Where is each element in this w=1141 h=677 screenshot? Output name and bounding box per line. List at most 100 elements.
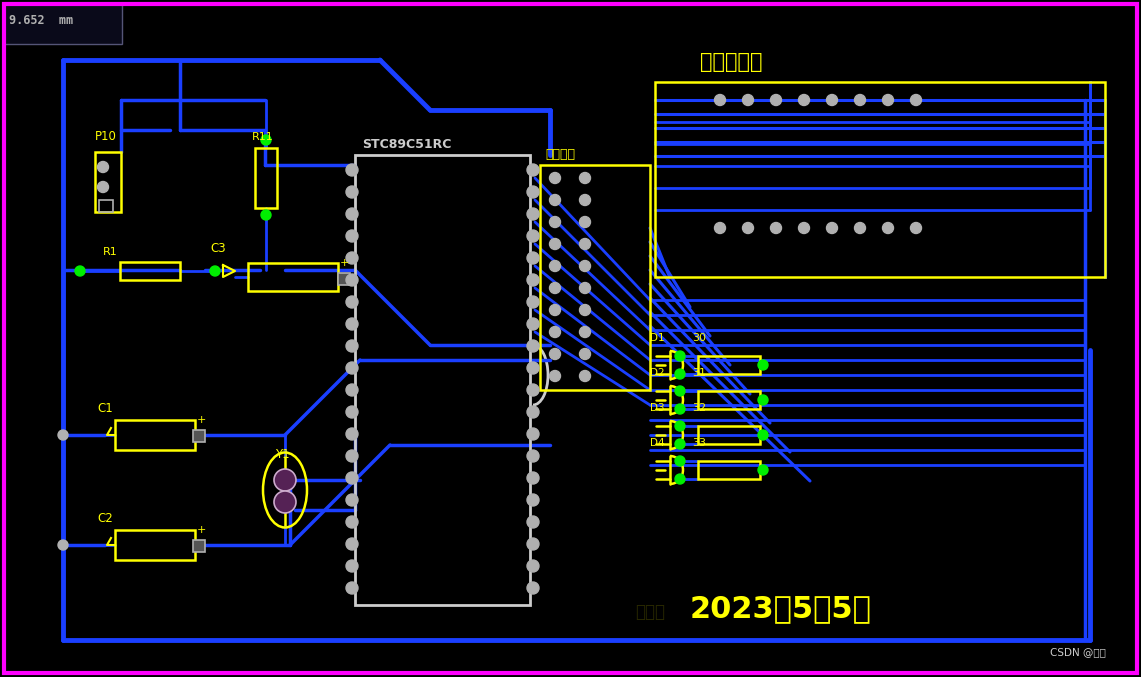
Bar: [120, 262, 180, 280]
Bar: [655, 82, 1104, 277]
Bar: [698, 461, 760, 479]
Text: C3: C3: [210, 242, 226, 255]
Circle shape: [758, 360, 768, 370]
Circle shape: [855, 95, 866, 106]
Circle shape: [346, 384, 358, 396]
Circle shape: [261, 210, 272, 220]
Circle shape: [97, 181, 108, 192]
Circle shape: [527, 362, 539, 374]
Bar: [248, 263, 338, 291]
Circle shape: [346, 252, 358, 264]
Bar: [338, 273, 350, 285]
Circle shape: [97, 162, 108, 173]
Circle shape: [580, 326, 591, 338]
Text: 2023年5月5日: 2023年5月5日: [690, 594, 872, 623]
Circle shape: [527, 318, 539, 330]
Bar: [540, 165, 650, 390]
Circle shape: [527, 296, 539, 308]
Text: 9.652  mm: 9.652 mm: [9, 14, 73, 27]
Circle shape: [527, 186, 539, 198]
Circle shape: [58, 430, 68, 440]
Circle shape: [527, 450, 539, 462]
Text: C1: C1: [97, 402, 113, 415]
Circle shape: [346, 230, 358, 242]
Circle shape: [346, 582, 358, 594]
Circle shape: [826, 95, 837, 106]
Circle shape: [550, 217, 560, 227]
Text: 并排电阵: 并排电阵: [545, 148, 575, 161]
Bar: [5, 4, 122, 44]
Circle shape: [346, 472, 358, 484]
Circle shape: [580, 194, 591, 206]
Circle shape: [580, 370, 591, 382]
Circle shape: [675, 474, 685, 484]
Circle shape: [527, 208, 539, 220]
Circle shape: [550, 349, 560, 359]
Circle shape: [346, 538, 358, 550]
Circle shape: [527, 538, 539, 550]
Text: D2: D2: [650, 368, 664, 378]
Circle shape: [758, 465, 768, 475]
Circle shape: [527, 516, 539, 528]
Circle shape: [580, 282, 591, 294]
Circle shape: [580, 238, 591, 250]
Circle shape: [210, 266, 220, 276]
Bar: [193, 540, 205, 552]
Circle shape: [675, 351, 685, 361]
Circle shape: [58, 540, 68, 550]
Circle shape: [261, 135, 272, 145]
Circle shape: [758, 430, 768, 440]
Bar: [115, 420, 195, 450]
Circle shape: [346, 274, 358, 286]
Text: 32: 32: [691, 403, 706, 413]
Circle shape: [911, 95, 922, 106]
Circle shape: [855, 223, 866, 234]
Text: 请制板: 请制板: [636, 603, 665, 621]
Bar: [115, 530, 195, 560]
Circle shape: [527, 494, 539, 506]
Circle shape: [527, 428, 539, 440]
Text: STC89C51RC: STC89C51RC: [362, 138, 452, 151]
Text: R11: R11: [252, 132, 274, 142]
Circle shape: [346, 516, 358, 528]
Text: 31: 31: [691, 368, 706, 378]
Circle shape: [527, 406, 539, 418]
Circle shape: [675, 386, 685, 396]
Circle shape: [346, 296, 358, 308]
Circle shape: [550, 326, 560, 338]
Circle shape: [675, 456, 685, 466]
Text: +: +: [340, 258, 349, 268]
Ellipse shape: [274, 469, 296, 491]
Circle shape: [758, 395, 768, 405]
Text: 四位数码管: 四位数码管: [699, 52, 762, 72]
Circle shape: [911, 223, 922, 234]
Text: 33: 33: [691, 438, 706, 448]
Text: D3: D3: [650, 403, 664, 413]
Circle shape: [675, 439, 685, 449]
Circle shape: [527, 340, 539, 352]
Bar: [698, 356, 760, 374]
Circle shape: [346, 340, 358, 352]
Circle shape: [346, 186, 358, 198]
Text: 30: 30: [691, 333, 706, 343]
Circle shape: [346, 560, 358, 572]
Bar: [698, 391, 760, 409]
Text: +: +: [197, 415, 207, 425]
Circle shape: [346, 450, 358, 462]
Circle shape: [675, 404, 685, 414]
Circle shape: [346, 164, 358, 176]
Circle shape: [550, 370, 560, 382]
Circle shape: [580, 349, 591, 359]
Circle shape: [675, 421, 685, 431]
Bar: [95, 152, 121, 212]
Circle shape: [527, 384, 539, 396]
Circle shape: [770, 95, 782, 106]
Circle shape: [675, 369, 685, 379]
Circle shape: [550, 261, 560, 271]
Text: C2: C2: [97, 512, 113, 525]
Circle shape: [550, 173, 560, 183]
Circle shape: [799, 95, 809, 106]
Bar: [99, 200, 113, 212]
Text: +: +: [197, 525, 207, 535]
Bar: [355, 155, 531, 605]
